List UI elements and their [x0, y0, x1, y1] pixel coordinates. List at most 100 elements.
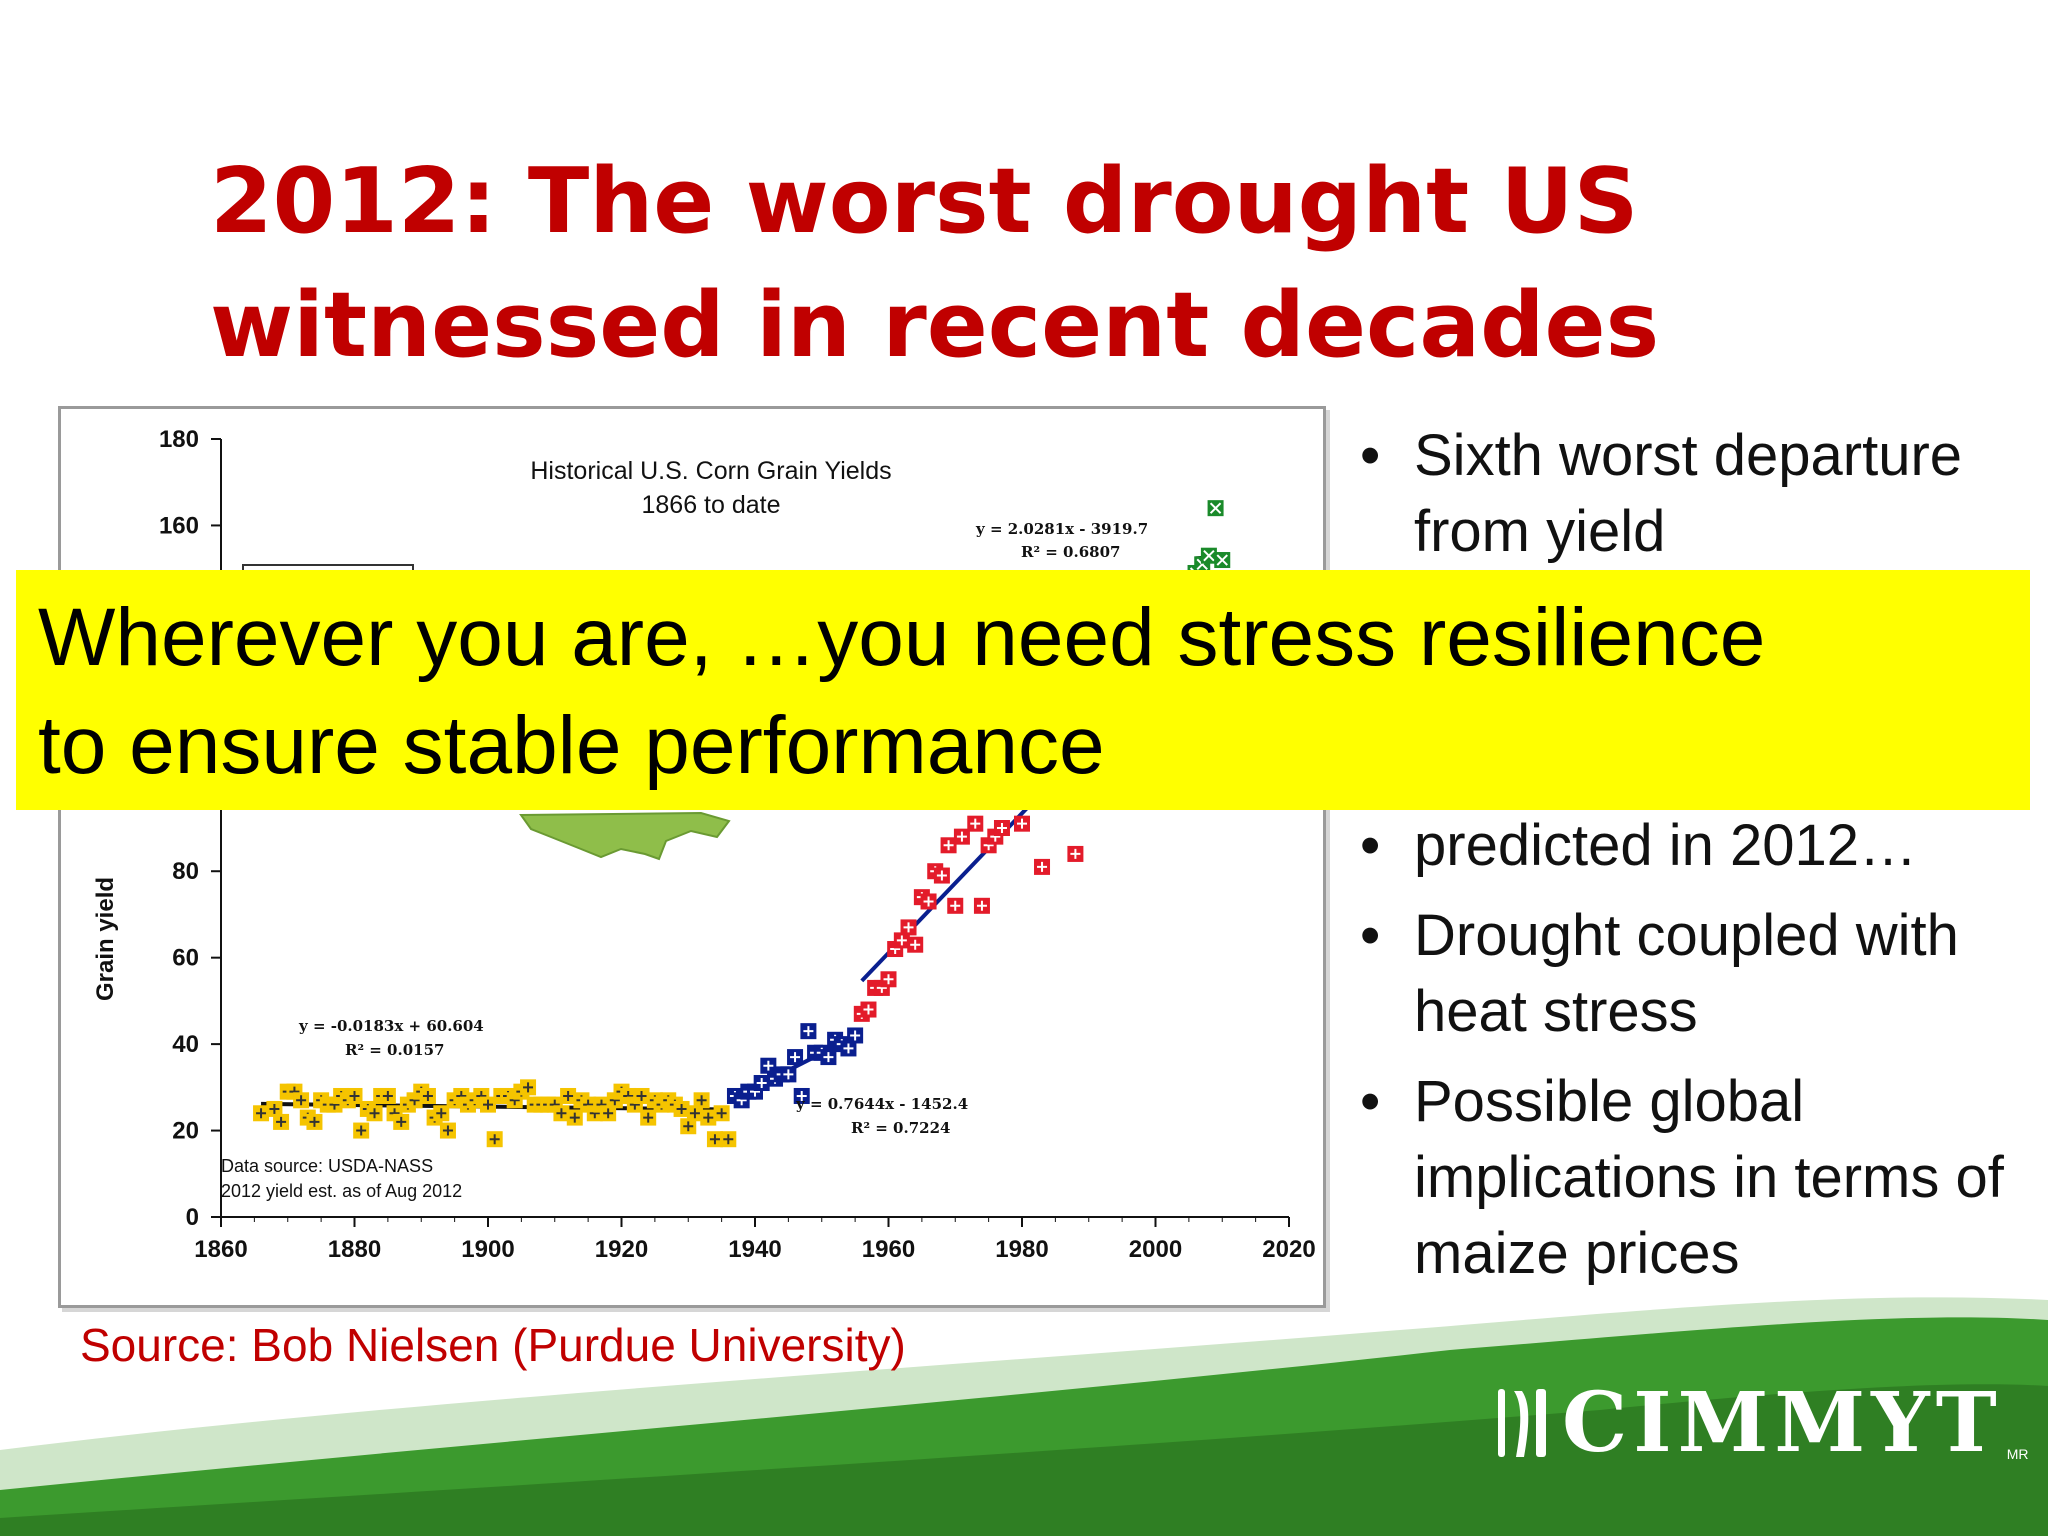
point-glyph: [1203, 549, 1215, 562]
point-glyph: [636, 1090, 647, 1101]
data-point: [973, 897, 990, 914]
data-point: [379, 1087, 396, 1104]
data-point: [566, 1109, 583, 1126]
data-point: [760, 1057, 777, 1074]
point-glyph: [910, 939, 921, 950]
data-point: [933, 867, 950, 884]
data-point: [787, 1049, 804, 1066]
title-line-1: 2012: The worst drought US: [210, 149, 1639, 254]
point-glyph: [683, 1121, 694, 1132]
data-point: [907, 936, 924, 953]
point-glyph: [903, 922, 914, 933]
x-tick-label: 1880: [328, 1236, 381, 1263]
point-glyph: [382, 1090, 393, 1101]
point-glyph: [396, 1116, 407, 1127]
point-glyph: [863, 1004, 874, 1015]
point-glyph: [709, 1134, 720, 1145]
estimate-note: 2012 yield est. as of Aug 2012: [221, 1181, 462, 1201]
x-tick-label: 1960: [862, 1236, 915, 1263]
point-glyph: [696, 1095, 707, 1106]
data-point: [480, 1096, 496, 1113]
point-glyph: [483, 1099, 493, 1110]
data-point: [680, 1118, 697, 1135]
point-glyph: [703, 1112, 714, 1123]
data-point: [967, 815, 984, 832]
point-glyph: [556, 1108, 567, 1119]
y-tick-label: 160: [159, 512, 199, 539]
point-glyph: [996, 823, 1007, 833]
y-axis-label: Grain yield: [92, 877, 119, 1001]
r2-era1: R² = 0.0157: [345, 1041, 444, 1059]
yield-chart: Historical U.S. Corn Grain Yields 1866 t…: [58, 406, 1326, 1308]
point-glyph: [936, 870, 947, 881]
data-point: [900, 919, 917, 936]
point-glyph: [369, 1108, 380, 1119]
point-glyph: [603, 1108, 614, 1119]
point-glyph: [1017, 818, 1027, 829]
point-glyph: [783, 1069, 794, 1080]
data-point: [486, 1131, 503, 1148]
data-point: [353, 1122, 370, 1139]
data-point: [600, 1105, 617, 1122]
data-point: [266, 1100, 283, 1117]
r2-era2: R² = 0.7224: [851, 1119, 950, 1137]
data-point: [700, 1109, 717, 1126]
bullet-4: Possible global implications in terms of…: [1360, 1064, 2020, 1292]
data-point: [706, 1131, 723, 1148]
y-tick-label: 180: [159, 426, 199, 453]
point-glyph: [1209, 502, 1222, 514]
data-point: [800, 1023, 817, 1040]
point-glyph: [442, 1125, 453, 1136]
data-point: [993, 820, 1010, 836]
y-tick-label: 60: [172, 945, 199, 972]
point-glyph: [569, 1112, 580, 1123]
source-citation: Source: Bob Nielsen (Purdue University): [80, 1319, 906, 1371]
chart-subtitle: 1866 to date: [641, 491, 780, 519]
point-glyph: [436, 1108, 447, 1119]
point-glyph: [643, 1112, 654, 1123]
x-tick-label: 2000: [1129, 1236, 1182, 1263]
point-glyph: [1070, 848, 1081, 859]
point-glyph: [256, 1108, 267, 1119]
point-glyph: [796, 1090, 807, 1101]
banner-line-2: to ensure stable performance: [38, 700, 1105, 791]
data-source-note: Data source: USDA-NASS: [221, 1156, 433, 1176]
data-point: [753, 1075, 770, 1092]
point-glyph: [896, 935, 907, 946]
data-point: [1067, 845, 1084, 862]
data-point: [780, 1066, 797, 1083]
point-glyph: [956, 831, 967, 842]
data-point: [860, 1001, 877, 1018]
point-glyph: [763, 1060, 774, 1071]
point-glyph: [723, 1134, 734, 1145]
data-point: [1034, 858, 1051, 875]
point-glyph: [689, 1108, 700, 1119]
data-point: [560, 1087, 577, 1104]
title-line-2: witnessed in recent decades: [210, 273, 1660, 378]
x-tick-label: 1940: [728, 1236, 781, 1263]
data-point: [253, 1105, 270, 1122]
point-glyph: [843, 1043, 854, 1054]
data-point: [1200, 547, 1217, 564]
data-point: [1014, 815, 1030, 832]
data-point: [433, 1105, 450, 1122]
data-point: [793, 1087, 810, 1104]
data-point: [293, 1092, 310, 1109]
point-glyph: [296, 1095, 307, 1106]
point-glyph: [1037, 861, 1048, 872]
data-point: [880, 971, 897, 988]
y-tick-label: 40: [172, 1031, 199, 1058]
point-glyph: [923, 896, 934, 907]
data-point: [720, 1131, 737, 1148]
point-glyph: [883, 974, 894, 985]
data-point: [633, 1087, 650, 1104]
point-glyph: [756, 1078, 767, 1089]
point-glyph: [563, 1090, 574, 1101]
point-glyph: [523, 1082, 534, 1093]
point-glyph: [1216, 554, 1228, 566]
data-point: [713, 1105, 730, 1122]
data-point: [520, 1079, 537, 1096]
data-point: [693, 1092, 710, 1109]
point-glyph: [943, 840, 954, 851]
bullet-list: Sixth worst departure from yield predict…: [1360, 418, 2020, 1306]
